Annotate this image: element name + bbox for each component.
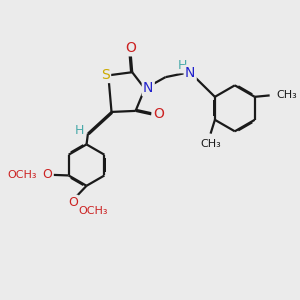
Text: H: H — [178, 59, 188, 72]
Text: O: O — [43, 168, 52, 182]
Text: O: O — [153, 107, 164, 121]
Text: H: H — [75, 124, 85, 137]
Text: CH₃: CH₃ — [200, 139, 221, 149]
Text: OCH₃: OCH₃ — [8, 170, 37, 180]
Text: CH₃: CH₃ — [276, 90, 297, 100]
Text: N: N — [185, 66, 195, 80]
Text: OCH₃: OCH₃ — [79, 206, 108, 216]
Text: O: O — [125, 41, 136, 55]
Text: N: N — [143, 81, 153, 95]
Text: S: S — [101, 68, 110, 82]
Text: O: O — [68, 196, 78, 209]
